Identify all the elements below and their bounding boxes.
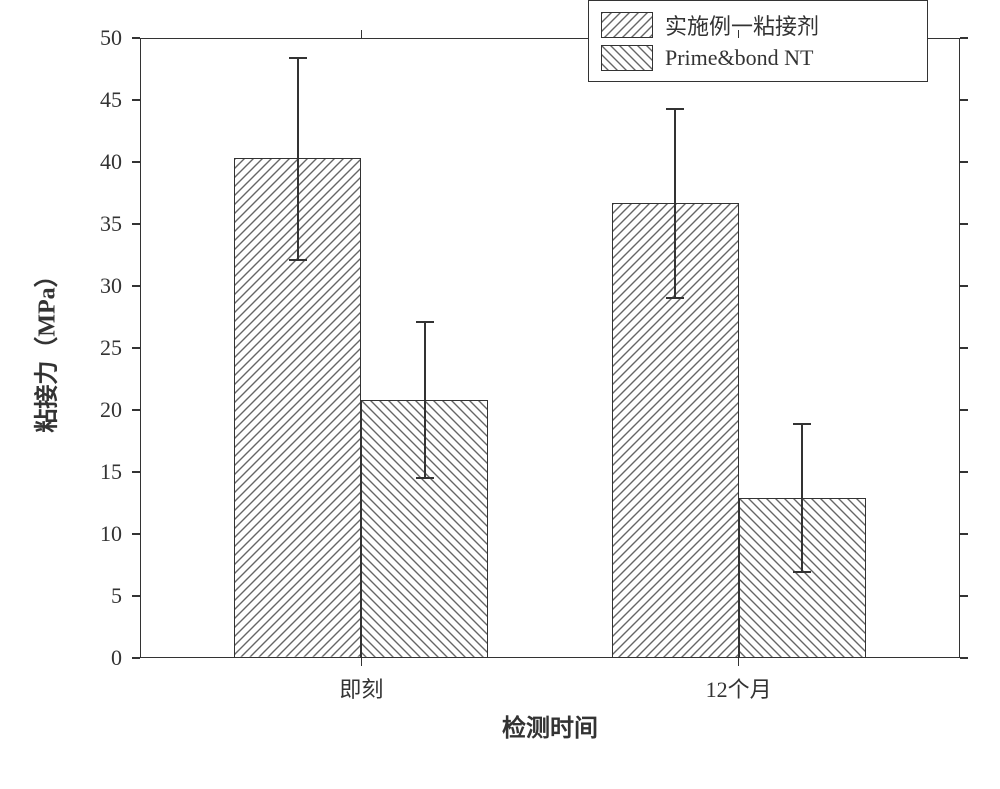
y-tick-label: 30 (0, 273, 122, 299)
y-tick (132, 347, 140, 349)
error-bar-cap (289, 57, 307, 59)
y-tick (960, 161, 968, 163)
error-bar (674, 109, 676, 299)
y-tick (960, 657, 968, 659)
legend: 实施例一粘接剂 Prime&bond NT (588, 0, 928, 82)
y-tick (960, 595, 968, 597)
legend-label-example1: 实施例一粘接剂 (665, 9, 819, 41)
error-bar-cap (289, 259, 307, 261)
y-tick (960, 99, 968, 101)
y-tick (132, 471, 140, 473)
y-tick (132, 533, 140, 535)
y-tick (960, 223, 968, 225)
legend-item-example1: 实施例一粘接剂 (601, 9, 819, 41)
error-bar-cap (793, 423, 811, 425)
x-tick (738, 658, 740, 666)
error-bar (424, 322, 426, 478)
y-tick (132, 99, 140, 101)
x-tick (361, 30, 363, 38)
y-tick (960, 285, 968, 287)
y-tick (960, 533, 968, 535)
error-bar-cap (666, 108, 684, 110)
y-tick (960, 471, 968, 473)
y-tick (132, 223, 140, 225)
legend-label-primebond: Prime&bond NT (665, 45, 814, 71)
x-axis-title: 检测时间 (502, 708, 598, 743)
y-tick-label: 10 (0, 521, 122, 547)
error-bar (297, 58, 299, 260)
y-tick (960, 409, 968, 411)
y-tick (132, 161, 140, 163)
error-bar-cap (666, 297, 684, 299)
figure: 粘接力（MPa） 检测时间 实施例一粘接剂Prime&bond NT 05101… (0, 0, 1000, 789)
legend-swatch-primebond (601, 45, 653, 71)
y-tick-label: 50 (0, 25, 122, 51)
x-category-label: 12个月 (706, 672, 772, 704)
y-tick-label: 25 (0, 335, 122, 361)
y-tick (132, 657, 140, 659)
y-tick-label: 40 (0, 149, 122, 175)
error-bar (801, 424, 803, 573)
error-bar-cap (793, 571, 811, 573)
y-tick-label: 0 (0, 645, 122, 671)
y-tick-label: 35 (0, 211, 122, 237)
legend-swatch-example1 (601, 12, 653, 38)
error-bar-cap (416, 477, 434, 479)
y-tick-label: 5 (0, 583, 122, 609)
x-tick (738, 30, 740, 38)
y-tick (132, 285, 140, 287)
y-tick-label: 45 (0, 87, 122, 113)
x-category-label: 即刻 (339, 672, 383, 704)
y-tick-label: 20 (0, 397, 122, 423)
y-tick (960, 347, 968, 349)
y-tick (960, 37, 968, 39)
y-tick-label: 15 (0, 459, 122, 485)
y-tick (132, 595, 140, 597)
y-tick (132, 409, 140, 411)
x-tick (361, 658, 363, 666)
y-tick (132, 37, 140, 39)
legend-item-primebond: Prime&bond NT (601, 45, 814, 71)
error-bar-cap (416, 321, 434, 323)
